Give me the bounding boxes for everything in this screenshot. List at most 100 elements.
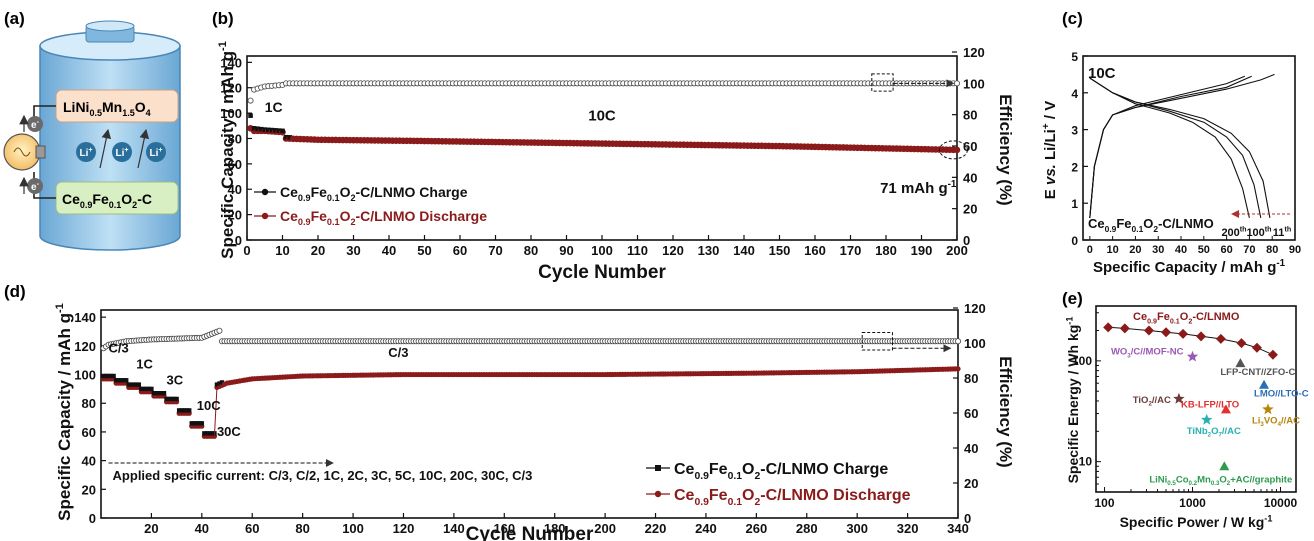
- y2-axis-label: Efficiency (%): [996, 94, 1015, 205]
- rate-label: 30C: [217, 424, 241, 439]
- x-tick-label: 200: [594, 521, 616, 536]
- charge-point: [174, 396, 179, 402]
- x-tick-label: 200: [946, 243, 968, 258]
- main-series-point: [1236, 338, 1247, 349]
- y-axis-label: Specific Energy / Wh kg-1: [1064, 317, 1081, 484]
- x-axis-label: Cycle Number: [538, 262, 666, 283]
- main-series-point: [1143, 325, 1154, 336]
- y2-tick-label: 100: [964, 336, 986, 351]
- charge-point: [139, 386, 144, 392]
- y-tick-label: 80: [82, 396, 96, 411]
- charge-point: [255, 126, 260, 132]
- x-tick-label: 170: [840, 243, 862, 258]
- x-tick-label: 50: [417, 243, 431, 258]
- y-tick-label: 40: [228, 182, 242, 197]
- reference-triangle: [1220, 404, 1231, 414]
- charge-point: [166, 396, 172, 402]
- rate-label: 10C: [1088, 65, 1116, 82]
- discharge-point: [953, 146, 961, 154]
- x-tick-label: 280: [796, 521, 818, 536]
- rate-label: C/3: [388, 345, 408, 360]
- charge-point: [189, 421, 194, 426]
- y2-axis-label: Efficiency (%): [996, 356, 1015, 467]
- charge-point: [146, 386, 152, 392]
- y-tick-label: 40: [82, 454, 96, 469]
- reference-star: [1262, 403, 1274, 415]
- panel-label-a: (a): [4, 9, 25, 28]
- reference-label: LiNi0.5Co0.2Mn0.3O2+AC//graphite: [1149, 474, 1292, 487]
- charge-point: [121, 378, 126, 383]
- main-series-line: [1108, 326, 1274, 356]
- reference-triangle: [1219, 461, 1230, 471]
- charge-point: [197, 421, 202, 426]
- discharge-curve-200th: [1089, 77, 1250, 219]
- charge-point: [144, 386, 149, 392]
- reference-label: KB-LFP//LTO: [1181, 399, 1239, 410]
- x-tick-label: 140: [733, 243, 755, 258]
- rate-label: 1C: [136, 357, 153, 372]
- y-tick-label: 60: [82, 425, 96, 440]
- charge-point: [179, 408, 184, 413]
- charge-point: [209, 431, 215, 436]
- rate-label: 3C: [167, 372, 184, 387]
- charge-point: [262, 127, 268, 132]
- x-tick-label: 260: [746, 521, 768, 536]
- reference-label: TiNb2O7//AC: [1187, 426, 1241, 439]
- reference-label: LFP-CNT//ZFO-C: [1220, 367, 1295, 378]
- legend-charge-label: Ce0.9Fe0.1O2-C/LNMO Charge: [674, 461, 888, 482]
- annotation-71mah: 71 mAh g-1: [880, 179, 957, 197]
- y-tick-label: 140: [74, 310, 96, 325]
- y-tick-label: 3: [1071, 124, 1078, 138]
- plot-frame: [1082, 55, 1296, 241]
- charge-point: [214, 382, 220, 387]
- panel-label-b: (b): [212, 9, 234, 28]
- battery-cylinder-icon: [39, 20, 181, 251]
- x-tick-label: 30: [1152, 244, 1164, 256]
- legend-discharge-marker: [654, 490, 662, 498]
- y-tick-label: 0: [235, 233, 242, 248]
- charge-point: [154, 391, 159, 396]
- y-tick-label: 1: [1071, 197, 1078, 211]
- x-tick-label: 60: [1220, 244, 1232, 256]
- charge-point: [219, 380, 225, 385]
- discharge-point: [955, 366, 961, 372]
- main-series-point: [1119, 323, 1130, 334]
- dashed-circle: [938, 140, 968, 160]
- legend-discharge-label: Ce0.9Fe0.1O2-C/LNMO Discharge: [280, 208, 487, 227]
- annotation-10c: 10C: [588, 108, 616, 125]
- y2-tick-label: 0: [964, 511, 971, 526]
- x-tick-label: 110: [627, 243, 648, 258]
- charge-point: [124, 378, 129, 383]
- reference-triangle: [1235, 358, 1246, 368]
- panel-label-e: (e): [1062, 289, 1083, 308]
- y2-tick-label: 60: [964, 406, 978, 421]
- efficiency-point: [216, 327, 223, 334]
- legend-charge-marker: [261, 188, 269, 196]
- x-tick-label: 10: [275, 243, 289, 258]
- x-tick-label: 60: [453, 243, 467, 258]
- x-tick-label: 10000: [1264, 496, 1298, 510]
- x-tick-label: 100: [591, 243, 613, 258]
- x-tick-label: 220: [645, 521, 667, 536]
- recovery-line: [213, 387, 218, 437]
- charge-point: [266, 127, 271, 133]
- efficiency-point: [955, 338, 962, 345]
- x-axis-label: Specific Power / W kg-1: [1120, 513, 1273, 530]
- anode-label: Ce0.9Fe0.1O2-C: [62, 191, 152, 210]
- light-bulb-icon: [3, 133, 46, 171]
- charge-point: [184, 408, 189, 413]
- charge-point: [202, 431, 207, 436]
- x-tick-label: 180: [544, 521, 566, 536]
- cell-label: Ce0.9Fe0.1O2-C/LNMO: [1088, 216, 1214, 234]
- x-tick-label: 1000: [1179, 496, 1206, 510]
- reference-star: [1186, 350, 1199, 362]
- legend-charge-marker: [655, 465, 661, 471]
- x-tick-label: 300: [846, 521, 868, 536]
- y-tick-label: 20: [228, 208, 242, 223]
- y-tick-label: 5: [1071, 50, 1078, 64]
- charge-point: [151, 391, 157, 396]
- x-tick-label: 70: [488, 243, 502, 258]
- y-tick-label: 2: [1071, 160, 1078, 174]
- charge-point: [136, 382, 142, 387]
